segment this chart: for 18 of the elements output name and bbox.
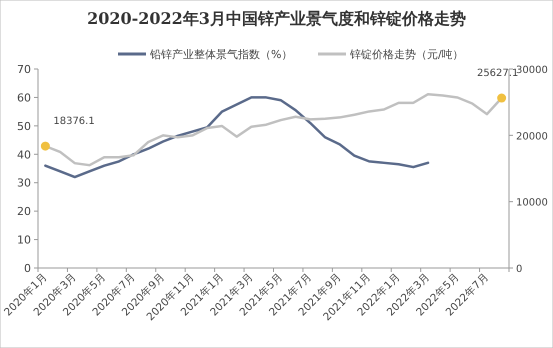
y2-tick-label: 0 <box>516 264 522 275</box>
y-tick-label: 30 <box>17 176 31 190</box>
y2-tick-label: 20000 <box>516 131 548 142</box>
y-tick-label: 50 <box>17 120 31 133</box>
legend-label: 锌锭价格走势（元/吨） <box>349 48 464 61</box>
y-tick-label: 20 <box>17 205 31 218</box>
y-tick-label: 10 <box>17 234 31 247</box>
y2-tick-label: 10000 <box>516 198 548 209</box>
chart-title: 2020-2022年3月中国锌产业景气度和锌锭价格走势 <box>87 9 466 28</box>
y-tick-label: 60 <box>17 91 31 104</box>
y-tick-label: 40 <box>17 148 31 162</box>
data-label: 25627.1 <box>476 68 518 80</box>
y2-tick-label: 30000 <box>516 65 548 76</box>
y-tick-label: 70 <box>17 63 31 76</box>
line-series <box>44 96 430 178</box>
legend-label: 铅锌产业整体景气指数（%） <box>149 48 292 61</box>
data-label: 18376.1 <box>53 116 95 128</box>
y-tick-label: 0 <box>24 262 31 275</box>
